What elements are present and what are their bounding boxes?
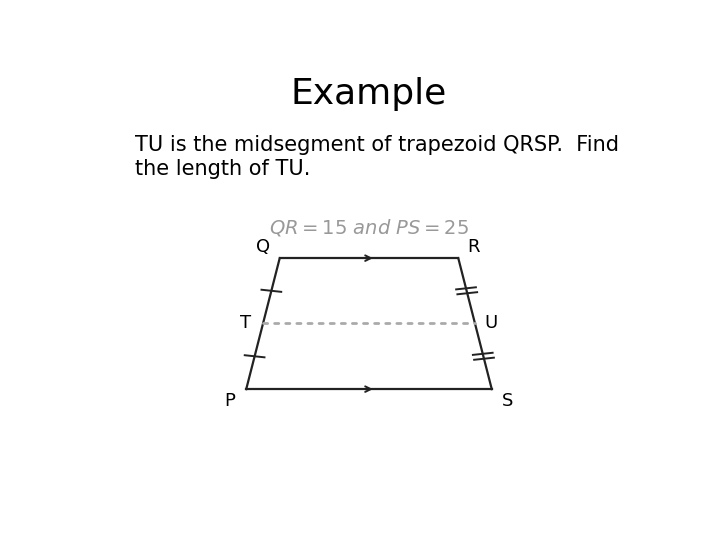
Text: Q: Q (256, 238, 270, 255)
Text: $QR = 15$ and $PS = 25$: $QR = 15$ and $PS = 25$ (269, 217, 469, 238)
Text: TU is the midsegment of trapezoid QRSP.  Find
the length of TU.: TU is the midsegment of trapezoid QRSP. … (135, 136, 618, 179)
Text: S: S (502, 392, 513, 410)
Text: T: T (240, 314, 251, 333)
Text: Example: Example (291, 77, 447, 111)
Text: U: U (484, 314, 498, 333)
Text: R: R (468, 238, 480, 255)
Text: P: P (224, 392, 235, 410)
